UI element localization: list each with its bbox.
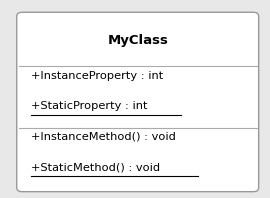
Text: +InstanceProperty : int: +InstanceProperty : int: [31, 70, 163, 81]
FancyBboxPatch shape: [17, 12, 259, 192]
Text: +StaticMethod() : void: +StaticMethod() : void: [31, 163, 160, 173]
Text: MyClass: MyClass: [107, 34, 168, 47]
Text: +StaticProperty : int: +StaticProperty : int: [31, 101, 147, 111]
Text: +InstanceMethod() : void: +InstanceMethod() : void: [31, 131, 176, 141]
